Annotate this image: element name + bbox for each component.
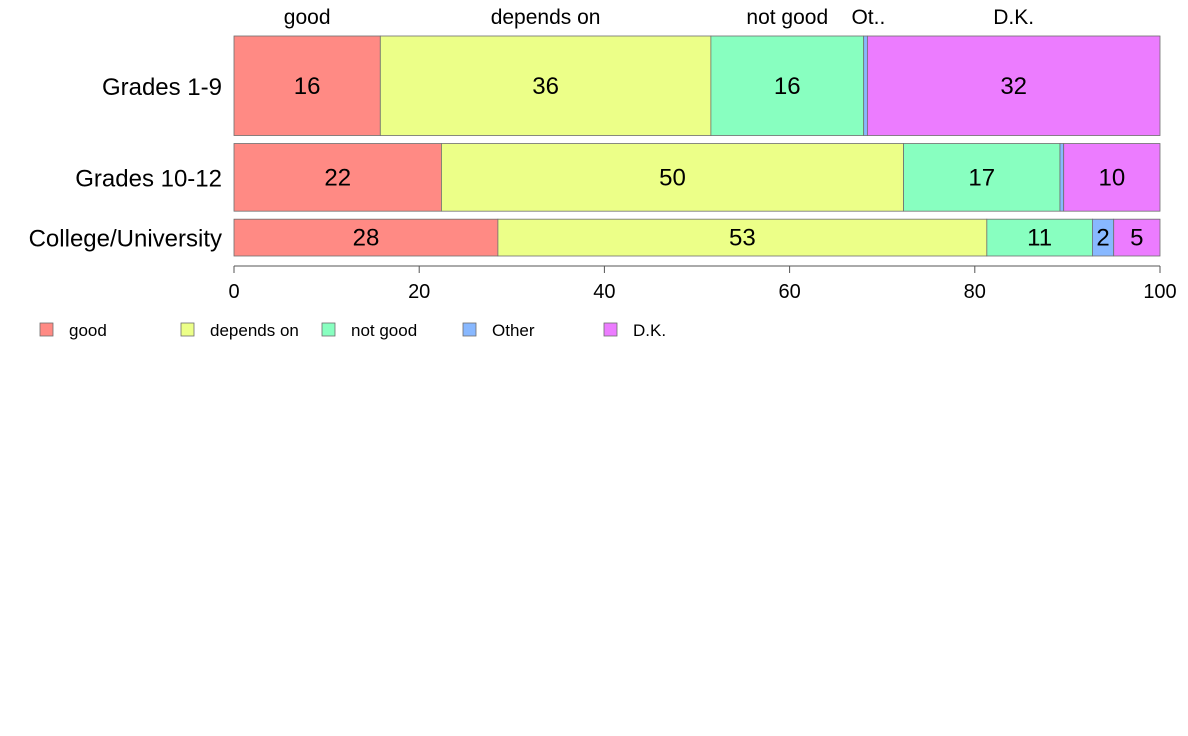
data-label: 32 (1000, 73, 1027, 100)
bar-segment (1063, 143, 1161, 212)
category-label: College/University (29, 226, 222, 253)
legend-label: D.K. (633, 321, 666, 340)
series-top-label: good (284, 6, 331, 29)
bar-segment (863, 35, 868, 136)
legend-swatch (462, 322, 477, 337)
data-label: 53 (729, 225, 756, 252)
x-tick-label: 20 (408, 281, 430, 303)
data-label: 16 (294, 73, 321, 100)
data-label: 5 (1130, 225, 1143, 252)
series-top-label: not good (746, 6, 828, 29)
data-label: 17 (968, 164, 995, 191)
data-label: 22 (324, 164, 351, 191)
legend-label: not good (351, 321, 417, 340)
bar-segment (710, 35, 865, 136)
data-label: 36 (532, 73, 559, 100)
series-top-label: depends on (491, 6, 601, 29)
data-label: 2 (1096, 225, 1109, 252)
x-tick-label: 0 (228, 281, 239, 303)
category-label: Grades 1-9 (102, 74, 222, 101)
x-tick-label: 60 (778, 281, 800, 303)
data-label: 16 (774, 73, 801, 100)
category-labels: Grades 1-9 Grades 10-12 College/University (29, 74, 222, 253)
data-label: 50 (659, 164, 686, 191)
legend-label: depends on (210, 321, 299, 340)
legend-swatch (321, 322, 336, 337)
bar-segment (866, 35, 1161, 136)
bars: 16 36 16 32 22 50 17 10 28 53 11 2 5 (233, 35, 1161, 257)
legend: good depends on not good Other D.K. (39, 321, 666, 340)
bar-segment (233, 35, 381, 136)
bar-segment (379, 35, 712, 136)
bar-segment (903, 143, 1061, 212)
legend-swatch (603, 322, 618, 337)
series-top-label: D.K. (993, 6, 1034, 29)
bar-segment (1113, 218, 1161, 257)
x-axis: 0 20 40 60 80 100 (228, 265, 1177, 303)
legend-swatch (180, 322, 195, 337)
x-tick-label: 40 (593, 281, 615, 303)
x-tick-label: 100 (1143, 281, 1176, 303)
bar-segment (497, 218, 988, 257)
bar-segment (1059, 143, 1065, 212)
legend-swatch (39, 322, 54, 337)
x-tick-label: 80 (964, 281, 986, 303)
bar-segment (233, 218, 499, 257)
data-label: 11 (1027, 225, 1052, 252)
data-label: 10 (1098, 164, 1125, 191)
data-label: 28 (353, 225, 380, 252)
category-label: Grades 10-12 (75, 165, 222, 192)
bar-segment (233, 143, 442, 212)
legend-label: Other (492, 321, 535, 340)
series-top-labels: good depends on not good Ot.. D.K. (284, 6, 1034, 29)
legend-label: good (69, 321, 107, 340)
series-top-label: Ot.. (851, 6, 885, 29)
bar-segment (441, 143, 904, 212)
